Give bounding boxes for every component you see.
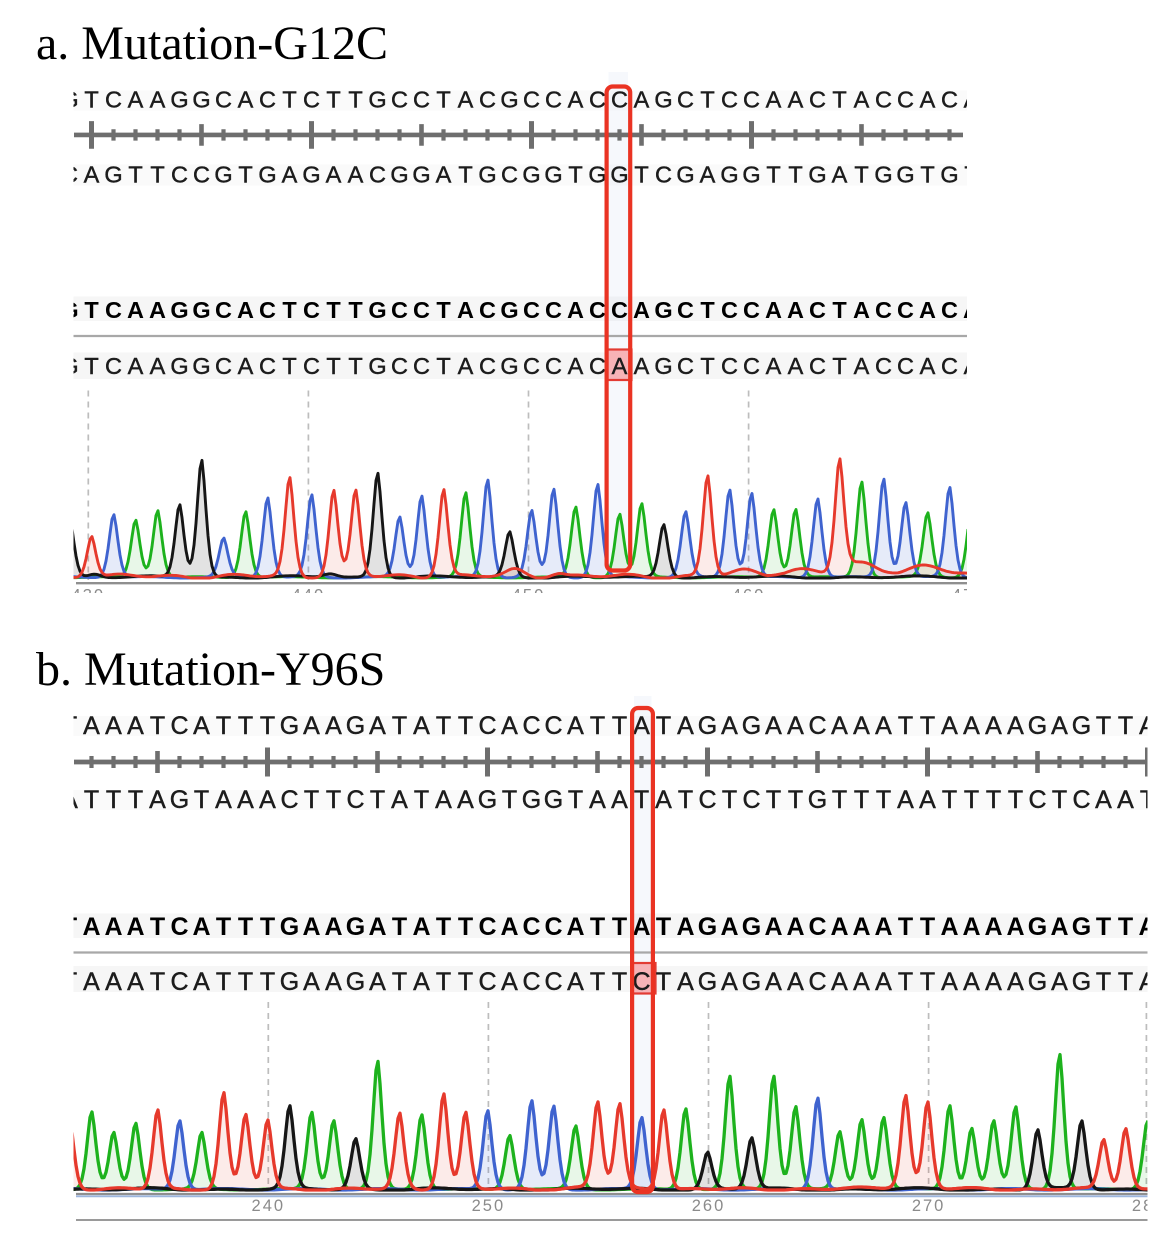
svg-text:430: 430	[72, 587, 106, 605]
svg-text:280: 280	[1132, 1197, 1166, 1215]
svg-text:440: 440	[292, 587, 326, 605]
svg-text:270: 270	[912, 1197, 946, 1215]
svg-text:250: 250	[472, 1197, 506, 1215]
svg-text:450: 450	[512, 587, 546, 605]
svg-text:470: 470	[952, 587, 986, 605]
svg-text:260: 260	[692, 1197, 726, 1215]
svg-text:240: 240	[252, 1197, 286, 1215]
svg-text:a. Mutation-G12C: a. Mutation-G12C	[36, 17, 388, 70]
svg-text:b. Mutation-Y96S: b. Mutation-Y96S	[36, 643, 385, 696]
svg-text:460: 460	[732, 587, 766, 605]
